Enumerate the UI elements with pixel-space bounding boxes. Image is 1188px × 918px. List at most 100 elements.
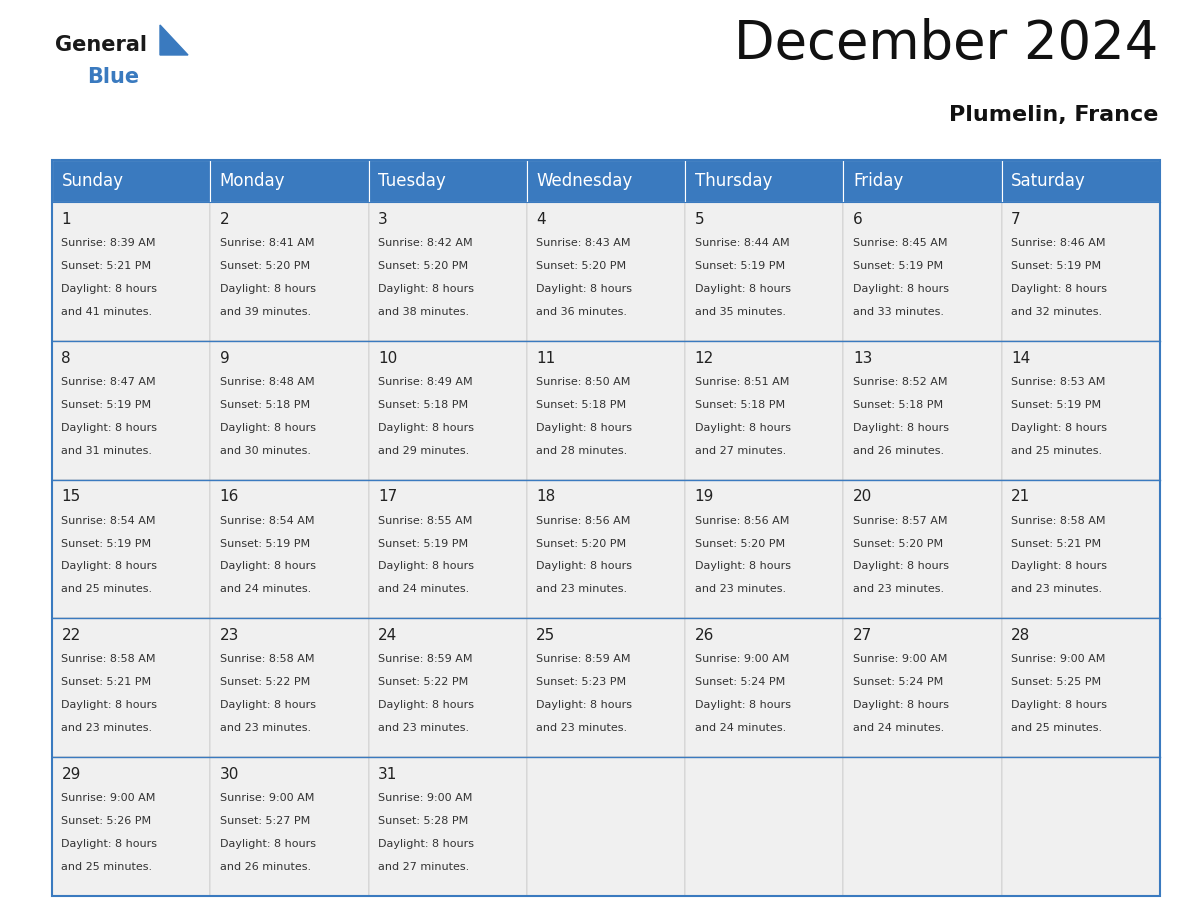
Bar	[52, 479, 210, 619]
Text: Daylight: 8 hours: Daylight: 8 hours	[378, 422, 474, 432]
Bar	[210, 479, 368, 619]
Bar	[52, 160, 210, 202]
Text: Sunset: 5:19 PM: Sunset: 5:19 PM	[853, 261, 943, 271]
Text: Daylight: 8 hours: Daylight: 8 hours	[1011, 562, 1107, 572]
Text: Sunset: 5:19 PM: Sunset: 5:19 PM	[378, 539, 468, 549]
Bar	[526, 202, 685, 341]
Text: Daylight: 8 hours: Daylight: 8 hours	[1011, 700, 1107, 711]
Text: Sunrise: 8:42 AM: Sunrise: 8:42 AM	[378, 238, 473, 248]
Text: Sunset: 5:19 PM: Sunset: 5:19 PM	[220, 539, 310, 549]
Text: Daylight: 8 hours: Daylight: 8 hours	[695, 284, 791, 294]
Text: Sunset: 5:26 PM: Sunset: 5:26 PM	[62, 816, 152, 826]
Bar	[685, 479, 843, 619]
Text: and 38 minutes.: and 38 minutes.	[378, 307, 469, 317]
Text: Sunrise: 8:48 AM: Sunrise: 8:48 AM	[220, 377, 315, 386]
Text: Daylight: 8 hours: Daylight: 8 hours	[536, 562, 632, 572]
Text: 12: 12	[695, 351, 714, 365]
Text: Sunrise: 8:56 AM: Sunrise: 8:56 AM	[695, 516, 789, 526]
Text: 9: 9	[220, 351, 229, 365]
Text: Sunset: 5:18 PM: Sunset: 5:18 PM	[378, 400, 468, 409]
Text: and 33 minutes.: and 33 minutes.	[853, 307, 944, 317]
Text: and 23 minutes.: and 23 minutes.	[378, 723, 469, 733]
Text: Plumelin, France: Plumelin, France	[949, 105, 1158, 125]
Text: Sunrise: 8:43 AM: Sunrise: 8:43 AM	[536, 238, 631, 248]
Bar	[526, 479, 685, 619]
Text: 23: 23	[220, 628, 239, 644]
Text: and 23 minutes.: and 23 minutes.	[853, 585, 944, 594]
Text: Sunset: 5:25 PM: Sunset: 5:25 PM	[1011, 677, 1101, 688]
Text: Sunrise: 8:44 AM: Sunrise: 8:44 AM	[695, 238, 789, 248]
Text: Daylight: 8 hours: Daylight: 8 hours	[62, 700, 158, 711]
Text: Sunrise: 8:54 AM: Sunrise: 8:54 AM	[62, 516, 156, 526]
Text: Sunset: 5:20 PM: Sunset: 5:20 PM	[536, 261, 626, 271]
Bar	[1001, 619, 1159, 757]
Text: Daylight: 8 hours: Daylight: 8 hours	[378, 284, 474, 294]
Bar	[210, 160, 368, 202]
Text: and 23 minutes.: and 23 minutes.	[1011, 585, 1102, 594]
Text: and 25 minutes.: and 25 minutes.	[1011, 723, 1102, 733]
Text: and 27 minutes.: and 27 minutes.	[378, 862, 469, 872]
Bar	[685, 341, 843, 479]
Bar	[368, 479, 526, 619]
Text: and 25 minutes.: and 25 minutes.	[1011, 445, 1102, 455]
Text: Daylight: 8 hours: Daylight: 8 hours	[853, 700, 949, 711]
Text: and 24 minutes.: and 24 minutes.	[378, 585, 469, 594]
Text: 24: 24	[378, 628, 397, 644]
Text: Sunset: 5:20 PM: Sunset: 5:20 PM	[378, 261, 468, 271]
Text: and 36 minutes.: and 36 minutes.	[536, 307, 627, 317]
Text: 28: 28	[1011, 628, 1030, 644]
Text: Sunrise: 9:00 AM: Sunrise: 9:00 AM	[378, 793, 473, 803]
Bar	[210, 202, 368, 341]
Text: Thursday: Thursday	[695, 172, 772, 190]
Text: and 23 minutes.: and 23 minutes.	[220, 723, 311, 733]
Text: Sunrise: 8:45 AM: Sunrise: 8:45 AM	[853, 238, 947, 248]
Bar	[52, 757, 210, 896]
Text: Blue: Blue	[87, 67, 139, 87]
Bar	[1001, 757, 1159, 896]
Text: Daylight: 8 hours: Daylight: 8 hours	[220, 562, 316, 572]
Text: Sunset: 5:18 PM: Sunset: 5:18 PM	[853, 400, 943, 409]
Text: Daylight: 8 hours: Daylight: 8 hours	[536, 422, 632, 432]
Bar	[368, 619, 526, 757]
Text: 1: 1	[62, 212, 71, 227]
Text: 29: 29	[62, 767, 81, 782]
Text: Tuesday: Tuesday	[378, 172, 446, 190]
Text: and 23 minutes.: and 23 minutes.	[536, 585, 627, 594]
Text: and 35 minutes.: and 35 minutes.	[695, 307, 785, 317]
Text: Daylight: 8 hours: Daylight: 8 hours	[853, 284, 949, 294]
Bar	[843, 757, 1001, 896]
Text: Daylight: 8 hours: Daylight: 8 hours	[695, 422, 791, 432]
Text: and 24 minutes.: and 24 minutes.	[220, 585, 311, 594]
Text: Sunrise: 8:55 AM: Sunrise: 8:55 AM	[378, 516, 473, 526]
Text: Sunrise: 9:00 AM: Sunrise: 9:00 AM	[853, 655, 947, 665]
Text: Daylight: 8 hours: Daylight: 8 hours	[62, 284, 158, 294]
Text: Sunrise: 9:00 AM: Sunrise: 9:00 AM	[220, 793, 314, 803]
Bar	[843, 479, 1001, 619]
Text: Daylight: 8 hours: Daylight: 8 hours	[378, 700, 474, 711]
Text: 4: 4	[536, 212, 546, 227]
Text: 19: 19	[695, 489, 714, 504]
Text: Sunset: 5:19 PM: Sunset: 5:19 PM	[1011, 261, 1101, 271]
Text: Sunset: 5:19 PM: Sunset: 5:19 PM	[1011, 400, 1101, 409]
Bar	[843, 341, 1001, 479]
Text: Sunset: 5:19 PM: Sunset: 5:19 PM	[62, 400, 152, 409]
Bar	[52, 202, 210, 341]
Bar	[526, 160, 685, 202]
Text: 18: 18	[536, 489, 556, 504]
Bar	[1001, 160, 1159, 202]
Text: 27: 27	[853, 628, 872, 644]
Text: December 2024: December 2024	[734, 18, 1158, 70]
Text: Daylight: 8 hours: Daylight: 8 hours	[62, 839, 158, 849]
Bar	[210, 619, 368, 757]
Bar	[52, 341, 210, 479]
Text: Daylight: 8 hours: Daylight: 8 hours	[378, 839, 474, 849]
Bar	[843, 619, 1001, 757]
Text: and 29 minutes.: and 29 minutes.	[378, 445, 469, 455]
Text: and 31 minutes.: and 31 minutes.	[62, 445, 152, 455]
Bar	[685, 757, 843, 896]
Text: Daylight: 8 hours: Daylight: 8 hours	[536, 284, 632, 294]
Text: Sunrise: 8:51 AM: Sunrise: 8:51 AM	[695, 377, 789, 386]
Bar	[526, 619, 685, 757]
Text: Sunset: 5:21 PM: Sunset: 5:21 PM	[62, 261, 152, 271]
Text: 7: 7	[1011, 212, 1020, 227]
